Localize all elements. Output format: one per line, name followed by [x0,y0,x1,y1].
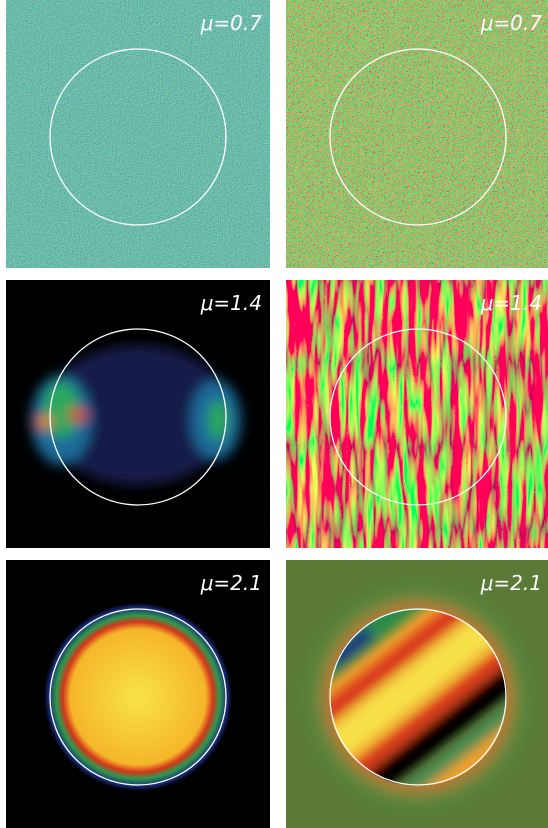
panel: μ=0.7 [286,0,548,268]
panel: μ=1.4 [286,280,548,548]
panel-label: μ=2.1 [200,571,262,595]
panel-label: μ=0.7 [200,11,263,35]
panel: μ=2.1 [273,552,548,828]
panel-label: μ=0.7 [480,11,543,35]
panel: μ=0.7 [6,0,270,268]
figure: μ=0.7 μ=0.7 μ=1.4 μ=1.4 μ=2.1 [0,0,548,828]
panel-label: μ=1.4 [480,291,542,315]
panel: μ=1.4 [6,280,270,548]
panel: μ=2.1 [6,560,270,828]
panel-label: μ=1.4 [200,291,262,315]
panel-label: μ=2.1 [480,571,542,595]
